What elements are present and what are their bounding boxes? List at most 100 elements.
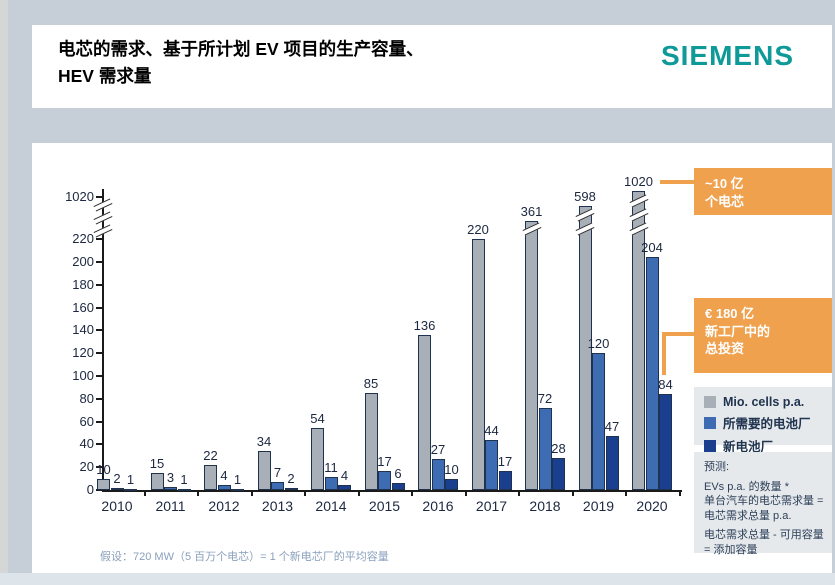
bar (431, 459, 445, 490)
y-tick-mark (96, 466, 102, 469)
y-tick-label: 220 (72, 231, 94, 247)
bar (257, 451, 271, 490)
invest-callout: € 180 亿 新工厂中的 总投资 (694, 298, 832, 373)
bar-value-label: 2 (113, 470, 121, 486)
bar (338, 485, 351, 490)
legend-swatch (704, 439, 716, 452)
bar (632, 191, 645, 490)
x-tick-mark (411, 492, 414, 496)
y-tick-label: 140 (72, 322, 94, 338)
bar (378, 470, 391, 490)
bar-value-label: 1 (180, 471, 188, 487)
x-category-label: 2018 (529, 498, 561, 514)
left-margin-strip (0, 0, 8, 573)
invest-callout-line2: 新工厂中的 (705, 323, 771, 339)
x-tick-mark (678, 492, 681, 496)
bar (271, 482, 284, 490)
bar (418, 334, 431, 490)
bar (525, 221, 538, 490)
x-category-label: 2017 (475, 498, 508, 514)
bar-value-label: 34 (256, 434, 272, 450)
y-tick-label-break: 1020 (65, 189, 94, 204)
y-tick-mark (96, 397, 102, 400)
y-tick-label: 20 (79, 459, 94, 475)
legend-label: 所需要的电池厂 (723, 417, 811, 431)
legend-item: Mio. cells p.a. (704, 395, 826, 409)
x-category-label: 2019 (582, 498, 615, 514)
bar-value-label: 3 (166, 469, 175, 485)
siemens-logo: SIEMENS (660, 40, 794, 71)
x-category-label: 2010 (101, 498, 133, 514)
invest-callout-line3: 总投资 (705, 341, 745, 357)
bar-value-label: 10 (96, 461, 111, 477)
bar (311, 428, 324, 490)
bar (605, 436, 619, 490)
bar-value-label: 17 (497, 453, 513, 469)
chart-legend: Mio. cells p.a. 所需要的电池厂 新电池厂 (694, 387, 832, 454)
y-tick-label: 200 (72, 254, 94, 269)
bar (150, 472, 164, 490)
bar (592, 353, 605, 490)
y-tick-mark (96, 443, 102, 446)
bar (97, 478, 110, 490)
bar-value-label: 4 (220, 468, 228, 484)
bar-value-label: 15 (149, 455, 165, 471)
bottom-margin-strip (0, 573, 835, 585)
legend-item: 新电池厂 (704, 436, 826, 455)
y-tick-mark (96, 283, 102, 286)
x-category-label: 2012 (208, 498, 240, 514)
cells-callout-line2: 个电芯 (705, 193, 745, 209)
y-tick-label: 160 (72, 299, 94, 315)
legend-label: 新电池厂 (723, 440, 774, 454)
notes-line: 单台汽车的电芯需求量 = 电芯需求总量 p.a. (704, 495, 824, 522)
y-tick-label: 40 (79, 436, 94, 452)
bar-value-label: 47 (604, 419, 620, 435)
x-tick-mark (250, 492, 253, 496)
bar-value-label: 220 (467, 222, 489, 238)
bar (110, 487, 124, 490)
assumption-footnote: 假设：720 MW（5 百万个电芯）= 1 个新电芯厂的平均容量 (100, 551, 389, 563)
bar (498, 470, 512, 490)
y-tick-mark (96, 196, 102, 198)
slide-title-line2: HEV 需求量 (58, 66, 152, 87)
bar (124, 488, 137, 491)
bar-value-label: 2 (287, 470, 295, 486)
x-category-label: 2020 (636, 498, 668, 514)
legend-swatch (704, 416, 716, 429)
y-tick-label: 120 (72, 345, 94, 361)
bar (364, 393, 378, 490)
notes-line: 电芯需求总量 - 可用容量 = 添加容量 (704, 529, 824, 556)
bar-value-label: 84 (658, 377, 673, 393)
y-tick-mark (96, 261, 102, 263)
bar (659, 394, 672, 490)
bar-value-label: 17 (377, 453, 392, 469)
bar (164, 486, 177, 490)
slide-title: 电芯的需求、基于所计划 EV 项目的生产容量、 HEV 需求量 (58, 36, 424, 90)
x-category-label: 2016 (422, 498, 454, 514)
bar (391, 483, 405, 490)
chart-panel: 0 20 40 60 80 100 120 140 160 180 200 220 1020 10 2 1 20… (32, 143, 832, 573)
bar (217, 485, 231, 490)
x-category-label: 2014 (315, 498, 347, 514)
bar (177, 488, 191, 491)
x-category-label: 2015 (368, 498, 401, 514)
legend-item: 所需要的电池厂 (704, 413, 826, 432)
x-axis-line (102, 490, 682, 492)
bar (231, 488, 244, 491)
bar-value-label: 27 (430, 442, 446, 458)
x-category-label: 2011 (155, 498, 186, 514)
chart-plot: 0 20 40 60 80 100 120 140 160 180 200 220 1020 10 2 1 20… (32, 143, 832, 573)
x-tick-mark (357, 492, 360, 496)
y-tick-label: 60 (79, 413, 94, 429)
x-tick-mark (197, 492, 200, 496)
notes-box: 预测: EVs p.a. 的数量 * 单台汽车的电芯需求量 = 电芯需求总量 p.a… (694, 452, 832, 556)
bar (324, 477, 338, 490)
y-tick-label: 0 (86, 482, 94, 497)
bar-value-label: 28 (551, 441, 566, 457)
legend-swatch (704, 396, 716, 408)
bar (485, 439, 498, 490)
x-tick-mark (571, 492, 574, 496)
y-tick-label: 180 (72, 276, 94, 292)
notes-line: 预测: (704, 461, 730, 473)
notes-line: EVs p.a. 的数量 * (704, 480, 789, 493)
